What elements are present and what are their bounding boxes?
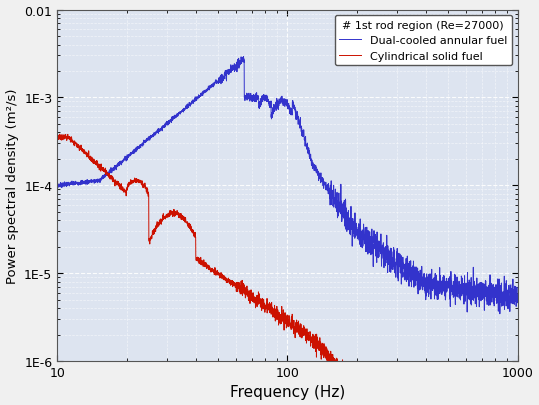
Cylindrical solid fuel — [456, 385, 462, 390]
Cylindrical solid fuel — [251, 294, 257, 299]
Cylindrical solid fuel — [506, 385, 512, 390]
Dual-cooled annular fuel — [496, 311, 503, 316]
Dual-cooled annular fuel — [231, 65, 237, 70]
Legend: Dual-cooled annular fuel, Cylindrical solid fuel: Dual-cooled annular fuel, Cylindrical so… — [335, 16, 512, 66]
Cylindrical solid fuel — [514, 385, 521, 390]
Y-axis label: Power spectral density (m²/s): Power spectral density (m²/s) — [5, 88, 18, 284]
Cylindrical solid fuel — [57, 132, 63, 137]
Dual-cooled annular fuel — [506, 291, 512, 296]
Cylindrical solid fuel — [54, 137, 60, 142]
Dual-cooled annular fuel — [251, 93, 257, 98]
Cylindrical solid fuel — [231, 280, 237, 285]
Line: Dual-cooled annular fuel: Dual-cooled annular fuel — [57, 57, 517, 314]
X-axis label: Frequency (Hz): Frequency (Hz) — [230, 384, 345, 399]
Dual-cooled annular fuel — [134, 148, 140, 153]
Dual-cooled annular fuel — [54, 181, 60, 186]
Dual-cooled annular fuel — [514, 292, 521, 297]
Cylindrical solid fuel — [351, 385, 358, 390]
Dual-cooled annular fuel — [240, 55, 247, 60]
Cylindrical solid fuel — [134, 179, 141, 184]
Dual-cooled annular fuel — [456, 279, 462, 284]
Line: Cylindrical solid fuel: Cylindrical solid fuel — [57, 135, 517, 388]
Cylindrical solid fuel — [107, 175, 113, 179]
Dual-cooled annular fuel — [107, 171, 113, 176]
